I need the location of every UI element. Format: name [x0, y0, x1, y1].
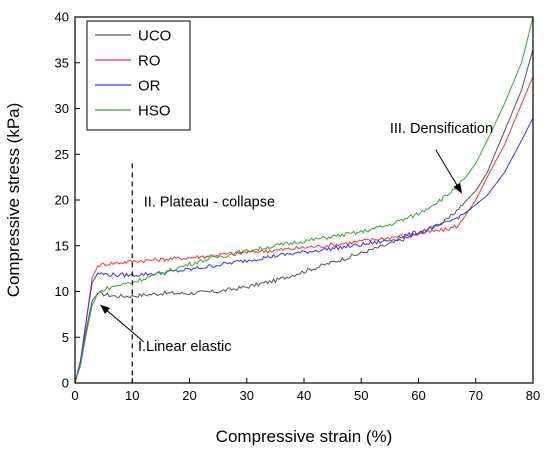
x-tick-label: 30 [240, 388, 254, 403]
y-tick-label: 0 [62, 376, 69, 391]
series-line-uco [74, 48, 534, 384]
y-tick-label: 20 [55, 193, 69, 208]
y-tick-label: 25 [55, 147, 69, 162]
annotation-arrow [100, 304, 145, 343]
legend-label-ro: RO [138, 53, 161, 70]
legend-label-hso: HSO [138, 103, 171, 120]
x-tick-label: 60 [411, 388, 425, 403]
y-tick-label: 30 [55, 101, 69, 116]
series-line-or [74, 117, 534, 384]
annotation-label: II. Plateau - collapse [144, 194, 275, 210]
series-line-ro [74, 76, 534, 384]
x-axis-title: Compressive strain (%) [216, 427, 393, 446]
legend: UCO RO OR HSO [86, 20, 191, 131]
y-tick-label: 15 [55, 238, 69, 253]
x-tick-label: 10 [125, 388, 139, 403]
annotation-label: III. Densification [390, 121, 493, 137]
y-tick-label: 10 [55, 284, 69, 299]
x-tick-label: 80 [526, 388, 540, 403]
legend-label-or: OR [138, 78, 161, 95]
annotation-label: I.Linear elastic [138, 339, 232, 355]
legend-label-uco: UCO [138, 28, 171, 45]
annotation-arrow [435, 149, 462, 194]
x-tick-label: 0 [71, 388, 78, 403]
y-tick-label: 35 [55, 55, 69, 70]
y-axis-title: Compressive stress (kPa) [4, 103, 23, 298]
legend-box [86, 20, 191, 131]
annotations: I.Linear elastic II. Plateau - collapse II… [100, 121, 493, 355]
x-tick-label: 20 [182, 388, 196, 403]
axis-ticks: 0 10 20 30 40 50 60 70 80 0 5 10 15 20 25 30 35 40 [55, 10, 541, 404]
x-tick-label: 40 [297, 388, 311, 403]
x-tick-label: 70 [469, 388, 483, 403]
y-tick-label: 40 [55, 10, 69, 25]
x-tick-label: 50 [354, 388, 368, 403]
y-tick-label: 5 [62, 330, 69, 345]
